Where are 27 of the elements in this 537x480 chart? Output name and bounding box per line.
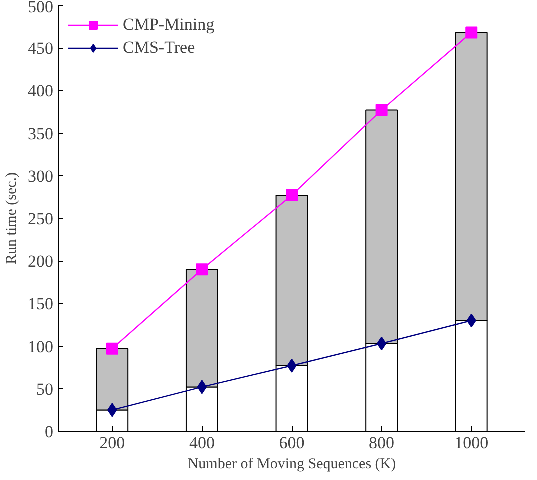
point — [466, 26, 478, 39]
x-tick-label: 1000 — [454, 434, 489, 452]
y-tick-label: 250 — [28, 210, 54, 228]
x-tick-label: 400 — [189, 434, 215, 452]
point — [376, 336, 387, 351]
y-tick-label: 300 — [28, 166, 54, 186]
point — [196, 264, 208, 276]
y-tick-label: 400 — [28, 82, 54, 101]
y-tick-label: 200 — [28, 252, 54, 272]
y-tick-label: 100 — [28, 337, 54, 356]
y-tick-label: 350 — [28, 124, 54, 144]
y-tick-label: 50 — [36, 380, 54, 399]
y-tick-label: 500 — [28, 0, 54, 16]
x-tick-label: 600 — [279, 434, 305, 452]
point — [286, 189, 298, 202]
point — [106, 342, 118, 355]
x-tick-label: 200 — [100, 434, 126, 452]
point — [197, 380, 208, 394]
y-tick-label: 0 — [45, 422, 54, 442]
x-axis-title: Number of Moving Sequences (K) — [188, 456, 396, 472]
x-tick-label: 800 — [369, 434, 395, 452]
y-tick-label: 450 — [28, 39, 54, 58]
legend-label: CMP-Mining — [123, 15, 215, 35]
legend-label: CMS-Tree — [123, 38, 196, 58]
point — [376, 104, 388, 116]
y-axis-title: Run time (sec.) — [4, 172, 20, 265]
y-tick-label: 150 — [28, 294, 54, 314]
